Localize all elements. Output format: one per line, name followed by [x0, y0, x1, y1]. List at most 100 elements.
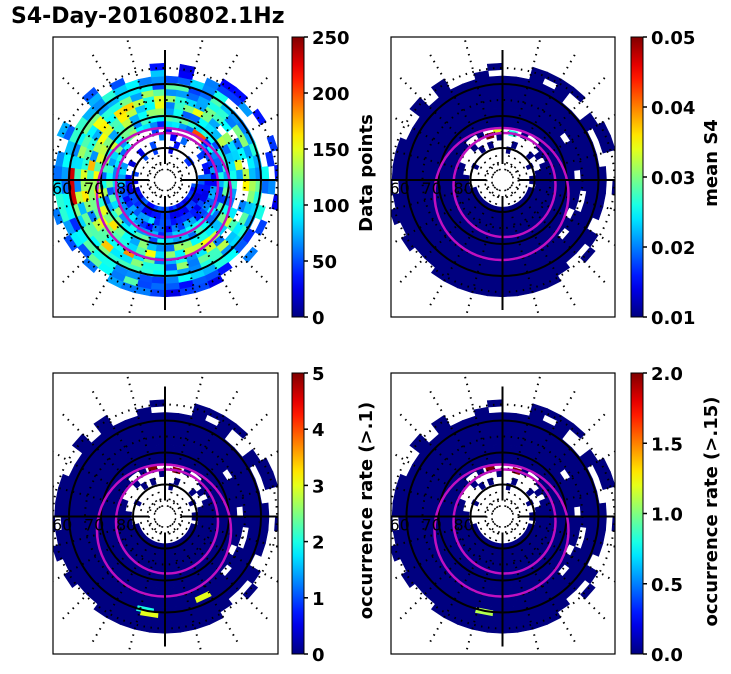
heatmap-cell: [265, 151, 275, 167]
colorbar-tick-label: 0.04: [651, 98, 695, 119]
heatmap-cell: [155, 244, 166, 253]
colorbar-label: occurrence rate (>.15): [701, 397, 722, 627]
heatmap-cell: [154, 587, 166, 596]
heatmap-cell: [248, 516, 257, 529]
heatmap-cell: [154, 101, 166, 109]
heatmap-cell: [491, 437, 503, 446]
latitude-label: 70: [84, 516, 104, 535]
heatmap-cell: [502, 244, 513, 253]
heatmap-cell: [494, 120, 503, 128]
colorbar-tick-label: 50: [312, 252, 337, 273]
heatmap-cell: [261, 179, 270, 194]
heatmap-cell: [164, 75, 179, 84]
heatmap-cell: [611, 179, 615, 196]
heatmap-cell: [430, 414, 448, 430]
heatmap-cell: [229, 170, 238, 181]
heatmap-cell: [502, 424, 515, 433]
heatmap-cell: [164, 251, 176, 259]
heatmap-cell: [442, 179, 451, 189]
heatmap-cell: [486, 289, 503, 298]
heatmap-cell: [164, 600, 178, 609]
latitude-label: 80: [116, 516, 136, 535]
heatmap-cell: [164, 444, 175, 452]
heatmap-cell: [502, 581, 513, 589]
heatmap-cell: [502, 444, 513, 452]
heatmap-cell: [502, 75, 517, 84]
heatmap-cell: [410, 516, 419, 529]
heatmap-cell: [567, 170, 575, 181]
heatmap-cell: [248, 504, 257, 517]
heatmap-cell: [442, 171, 451, 181]
heatmap-cell: [157, 225, 166, 234]
cross-axes: [391, 50, 615, 310]
heatmap-cell: [73, 179, 82, 193]
heatmap-cell: [164, 625, 181, 634]
heatmap-cell: [105, 516, 113, 525]
heatmap-cell: [154, 437, 166, 446]
heatmap-cell: [127, 159, 137, 168]
heatmap-cell: [164, 244, 175, 253]
heatmap-cell: [488, 276, 503, 285]
heatmap-cell: [242, 583, 259, 600]
heatmap-cell: [236, 516, 244, 528]
heatmap-cell: [490, 263, 503, 272]
auroral-oval-inner: [114, 131, 220, 239]
highlight-cell: [194, 590, 212, 604]
heatmap-cell: [490, 88, 503, 97]
heatmap-cell: [579, 516, 588, 528]
heatmap-cell: [231, 423, 249, 439]
heatmap-cell: [248, 179, 257, 193]
heatmap-cell: [604, 471, 615, 489]
heatmap-cell: [105, 171, 113, 181]
colorbar-gradient: [291, 372, 305, 655]
heatmap-cell: [502, 225, 510, 234]
heatmap-cell: [494, 456, 503, 465]
heatmap-cell: [598, 179, 607, 194]
heatmap-cell: [164, 612, 179, 621]
heatmap-cell: [164, 424, 178, 433]
colorbar-gradient: [630, 36, 644, 318]
heatmap-cell: [157, 562, 166, 570]
heatmap-cell: [477, 481, 487, 491]
heatmap-cell: [490, 600, 503, 609]
latitude-circle-dotted: [148, 163, 182, 197]
heatmap-cell: [93, 414, 111, 430]
colorbar-tick-label: 0: [312, 645, 325, 666]
heatmap-cell: [400, 571, 416, 589]
heatmap-cell: [410, 179, 419, 193]
heatmap-cell: [586, 167, 595, 181]
heatmap-cell: [492, 244, 503, 253]
heatmap-cell: [488, 75, 503, 84]
heatmap-cell: [105, 508, 113, 517]
latitude-label: 60: [52, 516, 72, 535]
heatmap-cell: [569, 423, 586, 439]
heatmap-cell: [242, 168, 251, 181]
colorbar-tick-label: 1.5: [651, 434, 683, 455]
heatmap-cell: [391, 165, 400, 181]
axes-frame: [390, 372, 616, 655]
heatmap-cell: [60, 502, 69, 517]
heatmap-cell: [73, 504, 82, 517]
heatmap-cell: [151, 75, 166, 84]
heatmap-cell: [502, 456, 511, 465]
plot-area: 60 70 80: [391, 376, 615, 654]
heatmap-cell: [242, 246, 259, 264]
heatmap-cell: [604, 134, 615, 152]
heatmap-cell: [93, 603, 111, 619]
colorbar-tick-label: 0.03: [651, 168, 695, 189]
latitude-label: 80: [454, 516, 474, 535]
heatmap-cell: [53, 544, 64, 562]
heatmap-cell: [54, 501, 63, 517]
cross-axes: [53, 50, 278, 310]
heatmap-cell: [53, 164, 56, 181]
heatmap-cell: [486, 625, 503, 634]
heatmap-cell: [495, 225, 503, 234]
heatmap-cell: [573, 179, 582, 191]
heatmap-cell: [63, 234, 78, 252]
heatmap-cell: [430, 78, 448, 93]
heatmap-cell: [491, 101, 503, 109]
polar-panel-2: 60 70 80: [390, 36, 616, 318]
heatmap-cell: [502, 289, 519, 298]
colorbar-tick-label: 1.0: [651, 505, 683, 526]
